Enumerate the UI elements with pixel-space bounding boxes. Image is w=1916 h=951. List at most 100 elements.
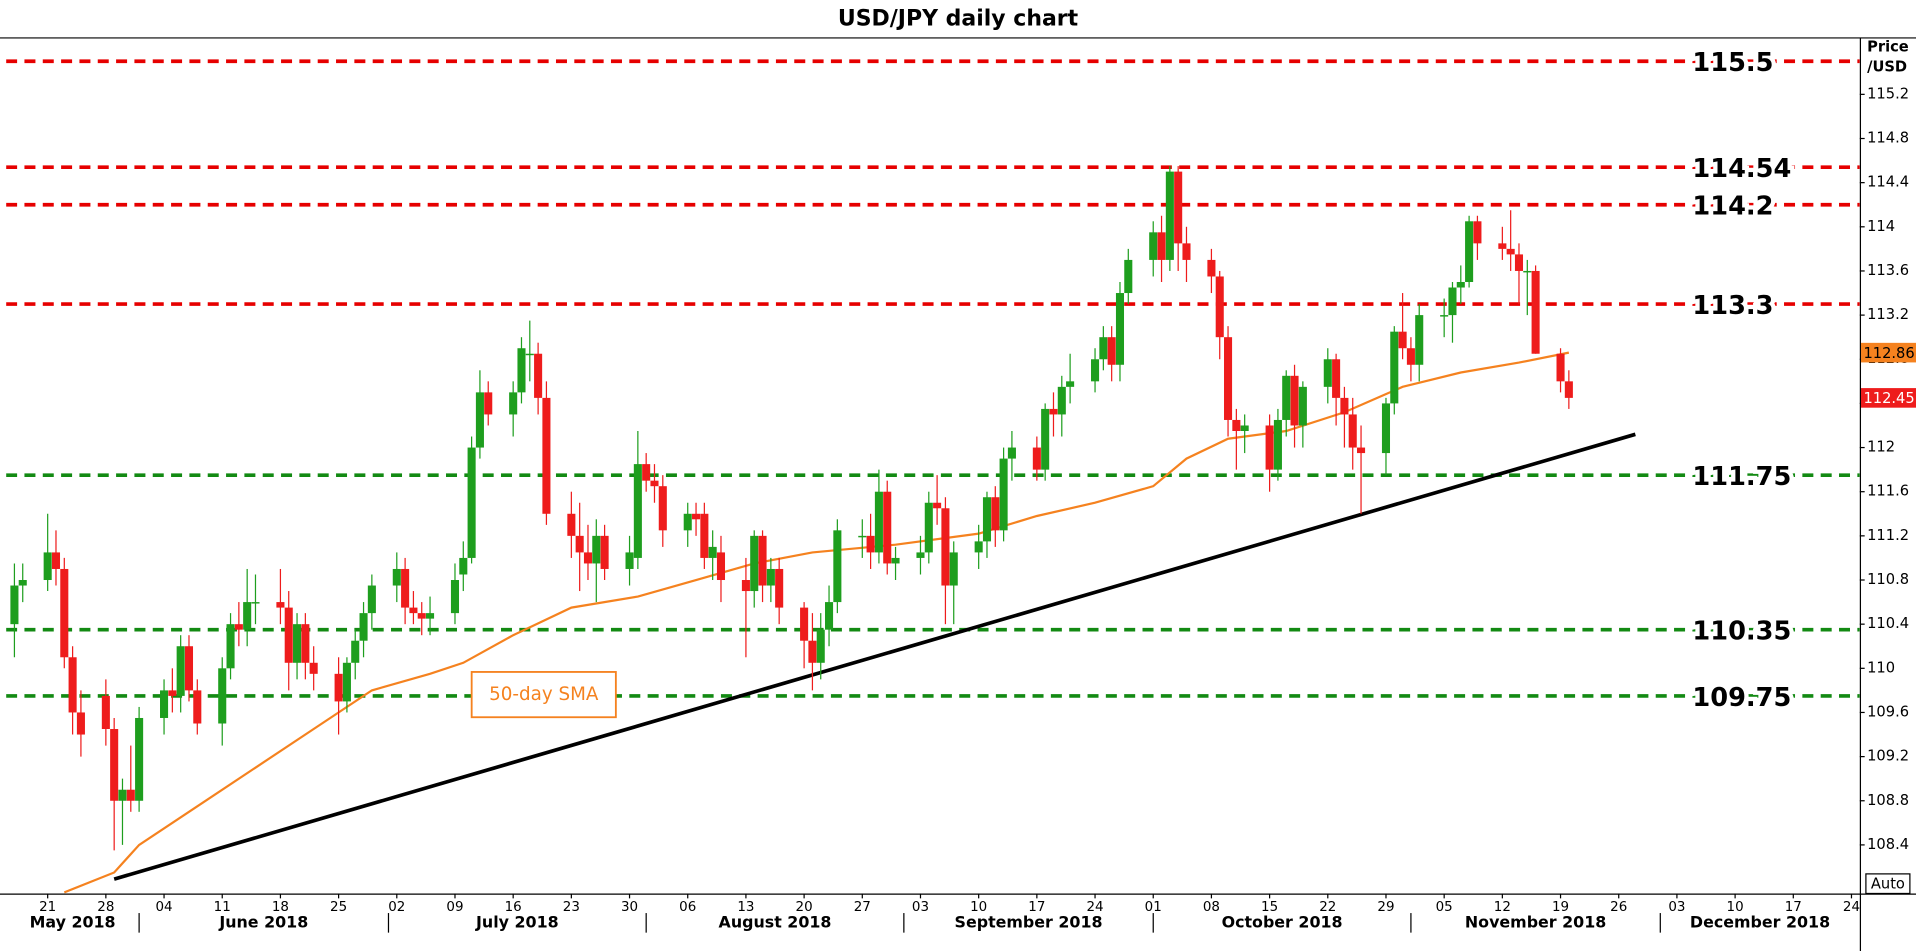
x-tick-label: 28	[97, 900, 114, 915]
candle-body	[1448, 287, 1457, 316]
candle-body	[941, 508, 950, 586]
x-tick-label: 03	[1668, 900, 1685, 915]
candle-body	[475, 392, 484, 448]
candle-body	[18, 580, 27, 586]
candle-body	[1564, 381, 1573, 398]
candle-body	[642, 464, 651, 481]
candle-body	[991, 497, 1000, 531]
candle-body	[1115, 293, 1125, 365]
candle-body	[525, 353, 534, 356]
y-tick-label: 109.2	[1867, 748, 1909, 765]
candle-body	[43, 552, 52, 581]
candle-body	[1273, 419, 1282, 470]
x-tick-label: 08	[1203, 900, 1220, 915]
candle-body	[509, 392, 518, 415]
x-tick-label: 26	[1610, 900, 1627, 915]
x-tick-label: 16	[505, 900, 522, 915]
candle-body	[1165, 171, 1174, 260]
x-tick-label: 15	[1261, 900, 1278, 915]
x-tick-label: 17	[1785, 900, 1802, 915]
annotation: 50-day SMA	[489, 684, 599, 705]
candle-body	[168, 690, 177, 696]
candle-body	[1381, 403, 1391, 454]
candle-body	[409, 607, 418, 614]
y-tick-label: 110.8	[1867, 571, 1909, 588]
x-tick-label: 21	[39, 900, 56, 915]
candle-body	[342, 662, 351, 702]
candle-body	[118, 789, 127, 801]
candle-body	[243, 602, 252, 630]
candle-body	[367, 585, 376, 614]
candle-body	[858, 535, 867, 538]
candle-body	[1007, 447, 1016, 459]
x-tick-label: 02	[388, 900, 405, 915]
month-label: December 2018	[1690, 912, 1830, 931]
y-tick-label: 114.4	[1867, 174, 1909, 191]
candle-body	[916, 552, 925, 558]
candle-body	[974, 541, 983, 553]
candle-body	[401, 568, 410, 608]
y-tick-label: 112	[1867, 439, 1895, 456]
x-tick-label: 05	[1436, 900, 1453, 915]
candle-body	[459, 557, 468, 575]
candle-body	[1107, 337, 1116, 365]
candle-body	[891, 557, 900, 564]
month-label: November 2018	[1465, 912, 1606, 931]
month-label: June 2018	[218, 912, 308, 931]
candle-body	[1207, 259, 1216, 277]
candle-body	[76, 712, 85, 735]
auto-button[interactable]	[1865, 873, 1911, 895]
auto-button-label[interactable]: Auto	[1871, 875, 1905, 892]
x-tick-label: 03	[912, 900, 929, 915]
candle-body	[1290, 375, 1299, 426]
x-tick-label: 17	[1028, 900, 1045, 915]
candle-body	[426, 613, 435, 619]
last-value-label: 112.45	[1863, 390, 1914, 407]
y-tick-label: 113.6	[1867, 262, 1909, 279]
candle-body	[450, 580, 460, 614]
candle-body	[1556, 353, 1565, 382]
candle-body	[800, 607, 809, 641]
candle-body	[251, 602, 260, 604]
candle-body	[293, 624, 302, 663]
level-label: 114.54	[1692, 154, 1791, 184]
level-label: 115.5	[1692, 48, 1773, 78]
candle-body	[583, 552, 593, 564]
candle-body	[467, 447, 476, 558]
candle-body	[1182, 243, 1191, 260]
candle-body	[60, 568, 69, 658]
candle-body	[218, 668, 227, 724]
candle-body	[1099, 337, 1108, 360]
candle-body	[1348, 414, 1357, 448]
candle-body	[1124, 259, 1133, 294]
candle-body	[758, 535, 767, 586]
candle-body	[1506, 248, 1515, 255]
candle-body	[68, 657, 77, 713]
candle-body	[625, 552, 634, 569]
x-tick-label: 22	[1319, 900, 1336, 915]
month-label: September 2018	[955, 912, 1103, 931]
candle-body	[1057, 386, 1066, 415]
y-tick-label: 114.8	[1867, 129, 1909, 146]
annotation-box	[470, 671, 617, 719]
candle-body	[484, 392, 493, 415]
level-label: 114.2	[1692, 192, 1773, 222]
x-tick-label: 30	[621, 900, 638, 915]
month-label: May 2018	[30, 912, 116, 931]
x-tick-label: 23	[563, 900, 580, 915]
candle-body	[600, 535, 609, 569]
candle-body	[1523, 270, 1532, 273]
candle-body	[1498, 243, 1507, 249]
x-tick-label: 24	[1843, 900, 1860, 915]
x-tick-label: 18	[272, 900, 289, 915]
candle-body	[658, 486, 667, 531]
candle-body	[193, 690, 202, 724]
candle-body	[517, 348, 526, 393]
candle-body	[534, 353, 543, 398]
y-tick-label: 110	[1867, 659, 1895, 676]
candle-body	[999, 458, 1008, 531]
candle-body	[1041, 408, 1050, 470]
candle-body	[750, 535, 759, 592]
x-tick-label: 20	[796, 900, 813, 915]
